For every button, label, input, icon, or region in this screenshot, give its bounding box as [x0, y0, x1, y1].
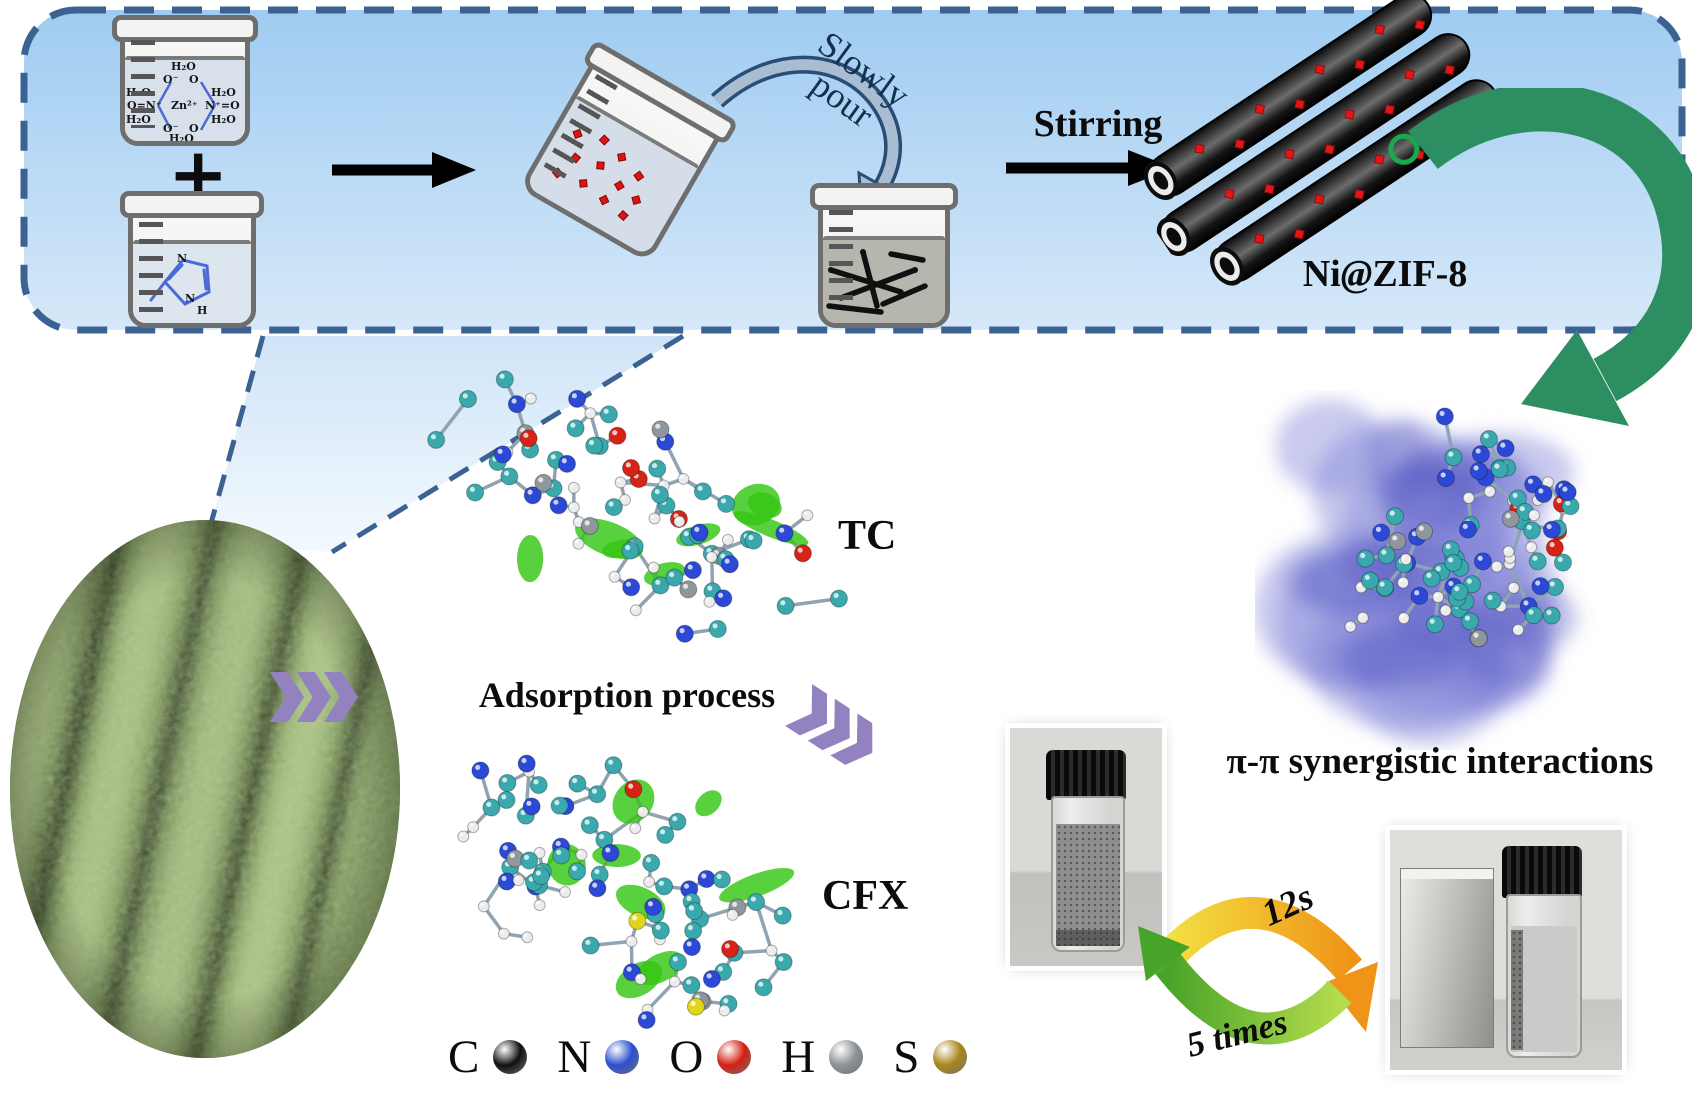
adsorption-process-label: Adsorption process — [478, 675, 776, 715]
zinc-ion-label: Zn²⁺ — [171, 99, 198, 112]
beaker-rim — [112, 15, 258, 42]
magnetic-separation-cycle — [1138, 897, 1378, 1045]
vial-glass — [1051, 796, 1125, 952]
oxygen-label: O⁻ — [163, 122, 179, 135]
sem-image-oval — [10, 520, 400, 1058]
water-label: H₂O — [211, 113, 236, 126]
ring-nitrogen-label: N — [177, 252, 188, 265]
zinc-nitrate-beaker: H₂O O⁻ O H₂O H₂O O=N⁺ Zn²⁺ N⁺=O H₂O H₂O … — [112, 15, 258, 146]
ring-hydrogen-label: H — [197, 304, 208, 317]
beaker-graduations — [829, 210, 853, 310]
ni-particles — [1194, 19, 1485, 245]
beaker-rim — [810, 183, 958, 210]
tc-molecule-model — [382, 352, 912, 702]
wedge-left-dashed-line — [202, 335, 266, 546]
right-arrow — [332, 152, 476, 188]
mixed-solution-beaker-tilted — [518, 39, 739, 263]
beaker-graduations — [131, 40, 155, 128]
tc-label: TC — [838, 513, 897, 559]
legend-symbol: C — [448, 1031, 480, 1083]
legend-symbol: N — [557, 1031, 592, 1083]
dispersed-vial-photo — [1010, 728, 1162, 966]
oxygen-label: O — [189, 73, 199, 86]
reuse-arrow — [1155, 954, 1352, 1045]
oxygen-label: O⁻ — [163, 73, 179, 86]
ni-nanorods — [826, 249, 928, 315]
dispersed-suspension — [1056, 824, 1120, 946]
stirring-label: Stirring — [1033, 103, 1163, 145]
legend-symbol: H — [781, 1031, 816, 1083]
legend-symbol: O — [669, 1031, 704, 1083]
magnet-block — [1400, 868, 1494, 1048]
sem-vignette — [10, 520, 400, 1058]
product-name-label: Ni@ZIF-8 — [1270, 252, 1500, 296]
separation-arrow — [1152, 897, 1363, 981]
magnification-wedge — [205, 336, 683, 552]
product-prefix: Ni — [1302, 253, 1341, 295]
magnet-top-face — [1401, 869, 1493, 879]
ring-nitrogen-label: N — [185, 292, 196, 305]
separation-arrowhead — [1326, 962, 1378, 1032]
sulfur-ball-icon — [933, 1040, 968, 1074]
green-curved-arrow — [1408, 88, 1692, 426]
chevron-icon — [270, 672, 304, 722]
highlighted-ni-particle — [1388, 133, 1420, 165]
vial-cap — [1502, 846, 1582, 898]
atom-legend: C N O H S — [448, 1030, 983, 1084]
collected-particles — [1511, 930, 1523, 1050]
oxygen-ball-icon — [717, 1040, 752, 1074]
wedge-right-dashed-line — [330, 333, 685, 555]
vial-cap — [1046, 750, 1126, 800]
oxygen-label: O — [189, 122, 199, 135]
beaker-graduations — [139, 222, 163, 314]
hydrogen-ball-icon — [829, 1040, 864, 1074]
magnet-separation-photo — [1390, 830, 1622, 1070]
at-symbol: @ — [1340, 253, 1373, 295]
cfx-molecule-model — [412, 735, 922, 1080]
ni-suspension-beaker — [810, 183, 958, 328]
water-label: H₂O — [211, 86, 236, 99]
nitrate-right-label: N⁺=O — [205, 99, 240, 112]
water-label: H₂O — [169, 132, 194, 141]
beaker-rim — [120, 191, 264, 218]
cfx-label: CFX — [822, 873, 909, 919]
hmim-beaker: N N H — [120, 191, 264, 328]
nanotube-openings — [1143, 161, 1245, 286]
water-label: H₂O — [171, 60, 196, 73]
legend-symbol: S — [893, 1031, 920, 1083]
nitrogen-ball-icon — [605, 1040, 640, 1074]
product-suffix: ZIF-8 — [1372, 253, 1468, 295]
nitrate-bonds — [156, 81, 217, 131]
pi-pi-surface-model — [1255, 390, 1665, 750]
pi-pi-label: π-π synergistic interactions — [1226, 741, 1654, 782]
sediment — [1056, 930, 1120, 946]
chevron-arrows — [270, 672, 358, 722]
carbon-ball-icon — [493, 1040, 528, 1074]
vial-glass — [1506, 894, 1582, 1058]
reuse-arrowhead — [1138, 926, 1190, 981]
